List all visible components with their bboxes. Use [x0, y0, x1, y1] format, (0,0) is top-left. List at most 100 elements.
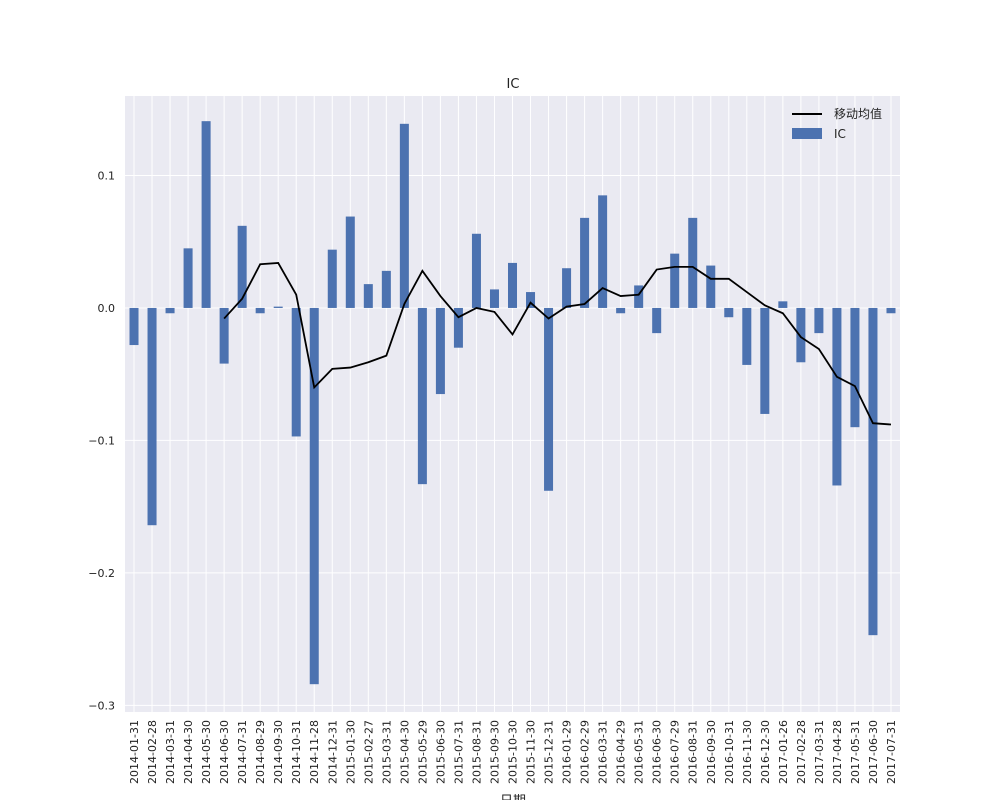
y-tick-label: 0.0	[98, 302, 116, 315]
bar	[363, 284, 373, 308]
x-tick-label: 2017-02-28	[795, 720, 808, 784]
y-tick-label: −0.1	[88, 434, 115, 447]
x-tick-label: 2014-05-30	[200, 720, 213, 784]
bar	[598, 195, 608, 308]
bar	[237, 225, 247, 308]
bar	[742, 307, 752, 365]
x-tick-label: 2017-05-31	[849, 720, 862, 784]
x-tick-label: 2015-10-30	[507, 720, 520, 784]
x-tick-label: 2016-08-31	[687, 720, 700, 784]
bar	[562, 268, 572, 308]
bar	[706, 265, 716, 308]
bar	[580, 217, 590, 308]
legend-bar-swatch	[792, 128, 822, 139]
legend-label: IC	[834, 127, 846, 141]
bar	[219, 307, 229, 364]
x-tick-label: 2014-01-31	[128, 720, 141, 784]
x-tick-label: 2016-06-30	[651, 720, 664, 784]
bar	[796, 307, 806, 363]
x-tick-label: 2017-06-30	[867, 720, 880, 784]
bar	[183, 248, 193, 308]
x-tick-label: 2014-11-28	[308, 720, 321, 784]
bar	[345, 216, 355, 308]
x-tick-label: 2014-09-30	[272, 720, 285, 784]
y-tick-label: −0.3	[88, 699, 115, 712]
moving-average-line	[223, 261, 892, 426]
bar	[688, 217, 698, 308]
x-tick-label: 2015-04-30	[398, 720, 411, 784]
bar	[886, 307, 896, 314]
x-tick-label: 2014-02-28	[146, 720, 159, 784]
bar	[489, 289, 499, 308]
x-tick-label: 2015-09-30	[488, 720, 501, 784]
x-tick-label: 2014-03-31	[164, 720, 177, 784]
x-tick-label: 2016-10-31	[723, 720, 736, 784]
bar	[255, 307, 265, 314]
x-tick-label: 2015-03-31	[380, 720, 393, 784]
bar	[850, 307, 860, 428]
x-tick-label: 2017-01-26	[777, 720, 790, 784]
legend: 移动均值 IC	[792, 106, 882, 141]
x-tick-label: 2016-02-29	[579, 720, 592, 784]
x-tick-label: 2017-07-31	[885, 720, 898, 784]
bar	[507, 262, 518, 308]
bar	[778, 301, 788, 308]
bar	[381, 270, 391, 308]
x-tick-label: 2014-07-31	[236, 720, 249, 784]
bar	[526, 292, 536, 308]
bar	[147, 307, 157, 526]
bar	[435, 307, 445, 395]
bar	[814, 307, 824, 334]
x-tick-label: 2017-04-28	[831, 720, 844, 784]
x-tick-label: 2014-12-31	[326, 720, 339, 784]
x-tick-label: 2014-04-30	[182, 720, 195, 784]
chart-title: IC	[507, 77, 520, 92]
x-tick-label: 2015-05-29	[416, 720, 429, 784]
x-axis-label: 日期	[500, 794, 526, 800]
x-tick-label: 2016-07-29	[669, 720, 682, 784]
bar	[399, 123, 409, 308]
bar	[652, 307, 662, 334]
bar	[309, 307, 319, 685]
bar	[273, 306, 283, 308]
y-tick-label: −0.2	[88, 567, 115, 580]
bar	[201, 121, 211, 308]
x-tick-label: 2014-06-30	[218, 720, 231, 784]
x-tick-label: 2015-11-30	[525, 720, 538, 784]
x-tick-label: 2016-12-30	[759, 720, 772, 784]
bar	[471, 233, 481, 308]
x-tick-label: 2015-02-27	[362, 720, 375, 784]
x-tick-label: 2017-03-31	[813, 720, 826, 784]
bar	[760, 307, 770, 414]
x-tick-label: 2016-05-31	[633, 720, 646, 784]
y-tick-label: 0.1	[98, 169, 116, 182]
x-tick-label: 2016-03-31	[597, 720, 610, 784]
bar	[129, 307, 139, 346]
bar	[832, 307, 842, 486]
bar	[453, 307, 463, 348]
bar	[165, 307, 175, 314]
bar	[634, 285, 644, 308]
x-tick-label: 2016-04-29	[615, 720, 628, 784]
x-tick-label: 2016-09-30	[705, 720, 718, 784]
bar	[291, 307, 301, 437]
x-tick-label: 2014-10-31	[290, 720, 303, 784]
bar	[868, 307, 878, 636]
bar	[616, 307, 626, 314]
bar	[417, 307, 427, 485]
x-tick-label: 2014-08-29	[254, 720, 267, 784]
x-tick-label: 2015-01-30	[344, 720, 357, 784]
bar	[544, 307, 554, 491]
bar	[670, 253, 680, 308]
legend-label: 移动均值	[834, 106, 882, 121]
x-tick-label: 2015-08-31	[470, 720, 483, 784]
x-tick-label: 2016-11-30	[741, 720, 754, 784]
bar	[724, 307, 734, 318]
x-tick-label: 2016-01-29	[561, 720, 574, 784]
bar	[327, 249, 337, 308]
x-tick-label: 2015-12-31	[543, 720, 556, 784]
x-tick-label: 2015-06-30	[434, 720, 447, 784]
x-tick-label: 2015-07-31	[452, 720, 465, 784]
